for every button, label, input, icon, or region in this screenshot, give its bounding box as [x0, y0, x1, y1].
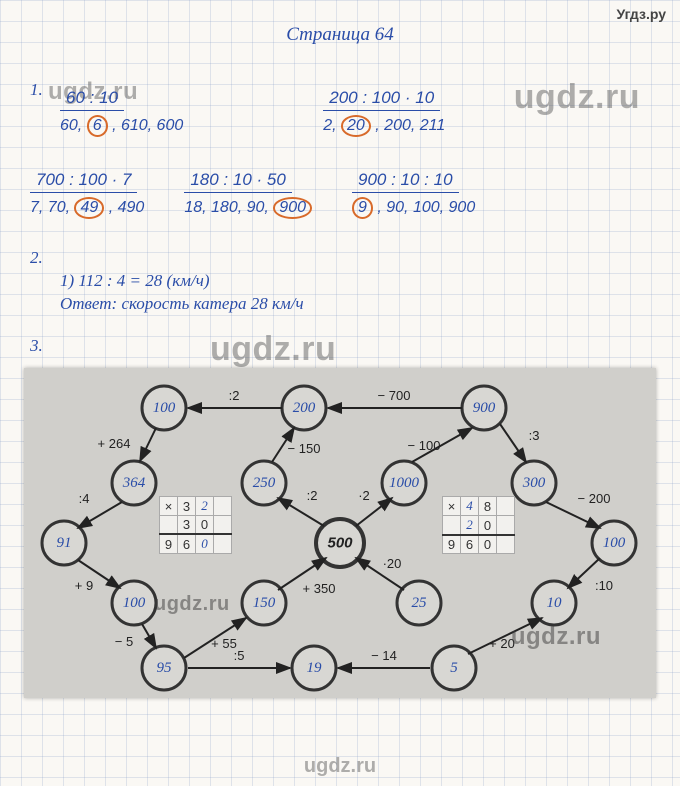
svg-text:− 700: − 700: [378, 388, 411, 403]
svg-text:− 5: − 5: [115, 634, 133, 649]
expression: 700 : 100 · 7: [30, 170, 137, 193]
svg-text:900: 900: [473, 400, 496, 416]
ans-circled: 49: [74, 197, 104, 219]
svg-text:+ 9: + 9: [75, 578, 93, 593]
ans-pre: 7, 70,: [30, 199, 70, 216]
svg-text:+ 350: + 350: [303, 581, 336, 596]
answers: 60, 6 , 610, 600: [60, 115, 183, 137]
task1-number: 1.: [30, 80, 43, 100]
ans-post: , 90, 100, 900: [377, 199, 475, 216]
ans-circled: 9: [352, 197, 373, 219]
page-title: Страница 64: [0, 24, 680, 46]
expr-box: 200 : 100 · 10 2, 20 , 200, 211: [323, 88, 445, 137]
diagram-panel: 100 200 900 364 250 1000 300 91 100 500 …: [24, 368, 656, 698]
svg-text:95: 95: [157, 660, 173, 676]
expression: 60 : 10: [60, 88, 124, 111]
svg-text:5: 5: [450, 660, 458, 676]
svg-text:500: 500: [327, 535, 353, 552]
answers: 2, 20 , 200, 211: [323, 115, 445, 137]
ans-circled: 6: [87, 115, 108, 137]
answers: 18, 180, 90, 900: [184, 197, 312, 219]
mult-left: ×32 30 960: [159, 496, 232, 554]
expr-box: 900 : 10 : 10 9 , 90, 100, 900: [352, 170, 475, 219]
svg-text:10: 10: [547, 595, 563, 611]
watermark: ugdz.ru: [511, 623, 601, 651]
svg-text::4: :4: [79, 491, 90, 506]
answers: 7, 70, 49 , 490: [30, 197, 144, 219]
watermark: ugdz.ru: [210, 330, 336, 369]
task2-number: 2.: [30, 248, 304, 268]
watermark: ugdz.ru: [154, 593, 230, 616]
ans-post: , 200, 211: [375, 117, 445, 134]
task2-line1: 1) 112 : 4 = 28 (км/ч): [60, 271, 304, 291]
svg-text:·2: ·2: [358, 488, 370, 503]
task1-row2: 700 : 100 · 7 7, 70, 49 , 490 180 : 10 ·…: [30, 170, 660, 219]
ans-circled: 900: [273, 197, 312, 219]
svg-text:+ 264: + 264: [98, 436, 131, 451]
svg-text::10: :10: [595, 578, 613, 593]
expr-box: 60 : 10 60, 6 , 610, 600: [60, 88, 183, 137]
svg-text:100: 100: [603, 535, 626, 551]
svg-text:19: 19: [307, 660, 323, 676]
ans-post: , 610, 600: [112, 117, 183, 134]
svg-text:− 14: − 14: [371, 648, 397, 663]
ans-circled: 20: [341, 115, 371, 137]
svg-text:100: 100: [123, 595, 146, 611]
svg-text:300: 300: [522, 475, 546, 491]
svg-text:− 150: − 150: [288, 441, 321, 456]
site-header: Угдз.ру: [0, 0, 680, 22]
task1-row1: 60 : 10 60, 6 , 610, 600 200 : 100 · 10 …: [60, 88, 650, 137]
ans-pre: 18, 180, 90,: [184, 199, 269, 216]
svg-text:150: 150: [253, 595, 276, 611]
svg-text::2: :2: [229, 388, 240, 403]
expression: 200 : 100 · 10: [323, 88, 440, 111]
svg-text:1000: 1000: [389, 475, 420, 491]
svg-text:364: 364: [122, 475, 146, 491]
svg-text:− 100: − 100: [408, 438, 441, 453]
svg-text:− 200: − 200: [578, 491, 611, 506]
svg-text:250: 250: [253, 475, 276, 491]
footer-watermark: ugdz.ru: [0, 755, 680, 778]
task2-line2: Ответ: скорость катера 28 км/ч: [60, 294, 304, 314]
expr-box: 700 : 100 · 7 7, 70, 49 , 490: [30, 170, 144, 219]
svg-text::3: :3: [529, 428, 540, 443]
task3-number: 3.: [30, 336, 43, 356]
ans-pre: 60,: [60, 117, 82, 134]
svg-text:25: 25: [412, 595, 428, 611]
svg-text:·20: ·20: [383, 556, 402, 571]
svg-text:100: 100: [153, 400, 176, 416]
svg-text::5: :5: [234, 648, 245, 663]
answers: 9 , 90, 100, 900: [352, 197, 475, 219]
ans-post: , 490: [109, 199, 145, 216]
mult-right: ×48 20 960: [442, 496, 515, 554]
page-content: Угдз.ру Страница 64 ugdz.ru ugdz.ru ugdz…: [0, 0, 680, 786]
svg-text:91: 91: [57, 535, 72, 551]
site-name: Угдз.ру: [616, 6, 666, 22]
expr-box: 180 : 10 · 50 18, 180, 90, 900: [184, 170, 312, 219]
ans-pre: 2,: [323, 117, 336, 134]
task2: 2. 1) 112 : 4 = 28 (км/ч) Ответ: скорост…: [30, 245, 304, 317]
svg-text:200: 200: [293, 400, 316, 416]
expression: 900 : 10 : 10: [352, 170, 459, 193]
expression: 180 : 10 · 50: [184, 170, 291, 193]
svg-text::2: :2: [307, 488, 318, 503]
